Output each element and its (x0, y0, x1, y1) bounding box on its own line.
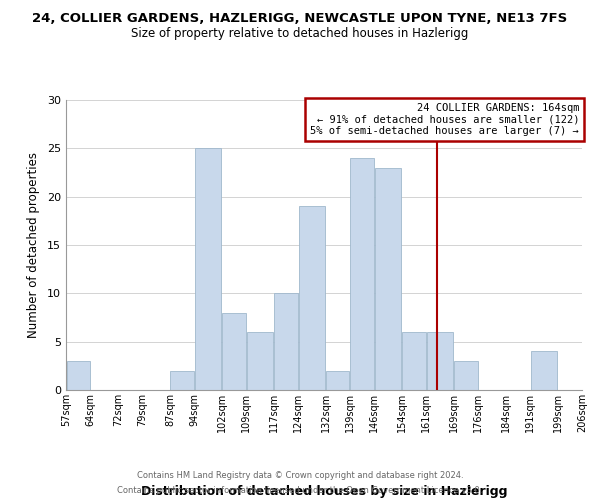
Text: 24 COLLIER GARDENS: 164sqm
← 91% of detached houses are smaller (122)
5% of semi: 24 COLLIER GARDENS: 164sqm ← 91% of deta… (310, 103, 579, 136)
Bar (350, 158, 374, 390)
Bar (403, 332, 425, 390)
Text: 24, COLLIER GARDENS, HAZLERIGG, NEWCASTLE UPON TYNE, NE13 7FS: 24, COLLIER GARDENS, HAZLERIGG, NEWCASTL… (32, 12, 568, 26)
Bar (223, 312, 245, 390)
Text: Contains HM Land Registry data © Crown copyright and database right 2024.: Contains HM Land Registry data © Crown c… (137, 471, 463, 480)
Text: Size of property relative to detached houses in Hazlerigg: Size of property relative to detached ho… (131, 28, 469, 40)
Bar (299, 206, 325, 390)
Y-axis label: Number of detached properties: Number of detached properties (27, 152, 40, 338)
Bar (375, 168, 401, 390)
Bar (194, 148, 221, 390)
X-axis label: Distribution of detached houses by size in Hazlerigg: Distribution of detached houses by size … (141, 485, 507, 498)
Bar (530, 352, 557, 390)
Bar (274, 294, 298, 390)
Bar (326, 370, 349, 390)
Text: Contains public sector information licensed under the Open Government Licence v3: Contains public sector information licen… (118, 486, 482, 495)
Bar (170, 370, 194, 390)
Bar (247, 332, 273, 390)
Bar (67, 361, 90, 390)
Bar (427, 332, 454, 390)
Bar (454, 361, 478, 390)
